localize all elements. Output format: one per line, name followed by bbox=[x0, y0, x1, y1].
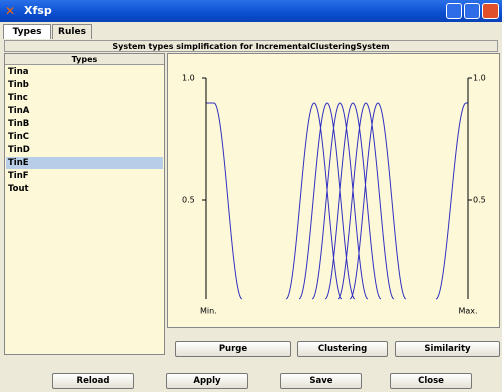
list-item[interactable]: Tina bbox=[8, 67, 29, 77]
button[interactable]: Save bbox=[280, 373, 362, 389]
list-item[interactable]: TinF bbox=[8, 171, 29, 181]
list-item[interactable]: TinA bbox=[8, 106, 30, 116]
button[interactable]: Clustering bbox=[297, 341, 388, 357]
window-title: Xfsp bbox=[24, 4, 52, 17]
list-item[interactable]: Tinc bbox=[8, 93, 28, 103]
button[interactable]: Close bbox=[390, 373, 472, 389]
list-item[interactable]: TinE bbox=[6, 157, 163, 169]
membership-curve bbox=[311, 102, 369, 300]
button[interactable]: Reload bbox=[52, 373, 134, 389]
plot-panel: 1.0 0.5 1.0 0.5 Min. Max. bbox=[167, 53, 500, 328]
list-header: Types bbox=[5, 54, 164, 65]
x-max-label: Max. bbox=[458, 307, 477, 316]
button[interactable]: Purge bbox=[175, 341, 291, 357]
minimize-button[interactable] bbox=[446, 3, 462, 19]
title-bar: Xfsp bbox=[0, 0, 502, 22]
membership-curve bbox=[435, 102, 468, 300]
left-label: 1.0 bbox=[182, 74, 195, 83]
close-window-button[interactable] bbox=[482, 3, 499, 19]
membership-curve bbox=[337, 102, 395, 300]
button[interactable]: Similarity bbox=[395, 341, 500, 357]
membership-curve bbox=[298, 102, 356, 300]
right-label: 1.0 bbox=[473, 74, 486, 83]
list-item[interactable]: Tinb bbox=[8, 80, 29, 90]
right-label: 0.5 bbox=[473, 196, 486, 205]
membership-plot: 1.0 0.5 1.0 0.5 Min. Max. bbox=[182, 74, 486, 316]
x-min-label: Min. bbox=[200, 307, 217, 316]
types-list: Types Tina Tinb Tinc TinA TinB TinC TinD TinE Ti… bbox=[4, 53, 165, 355]
left-label: 0.5 bbox=[182, 196, 195, 205]
tab[interactable]: Types bbox=[3, 24, 51, 39]
list-item[interactable]: TinC bbox=[8, 132, 30, 142]
list-item[interactable]: TinB bbox=[8, 119, 30, 129]
maximize-button[interactable] bbox=[464, 3, 480, 19]
membership-curve bbox=[324, 102, 382, 300]
button[interactable]: Apply bbox=[166, 373, 248, 389]
membership-curve bbox=[349, 102, 407, 300]
header: System types simplification for Incremen… bbox=[4, 40, 498, 52]
list-item[interactable]: TinD bbox=[8, 145, 30, 155]
membership-curve bbox=[285, 102, 343, 300]
membership-curve bbox=[206, 102, 243, 300]
list-item[interactable]: Tout bbox=[8, 184, 29, 194]
tab[interactable]: Rules bbox=[52, 24, 92, 39]
app-icon: ✕ bbox=[5, 4, 16, 18]
